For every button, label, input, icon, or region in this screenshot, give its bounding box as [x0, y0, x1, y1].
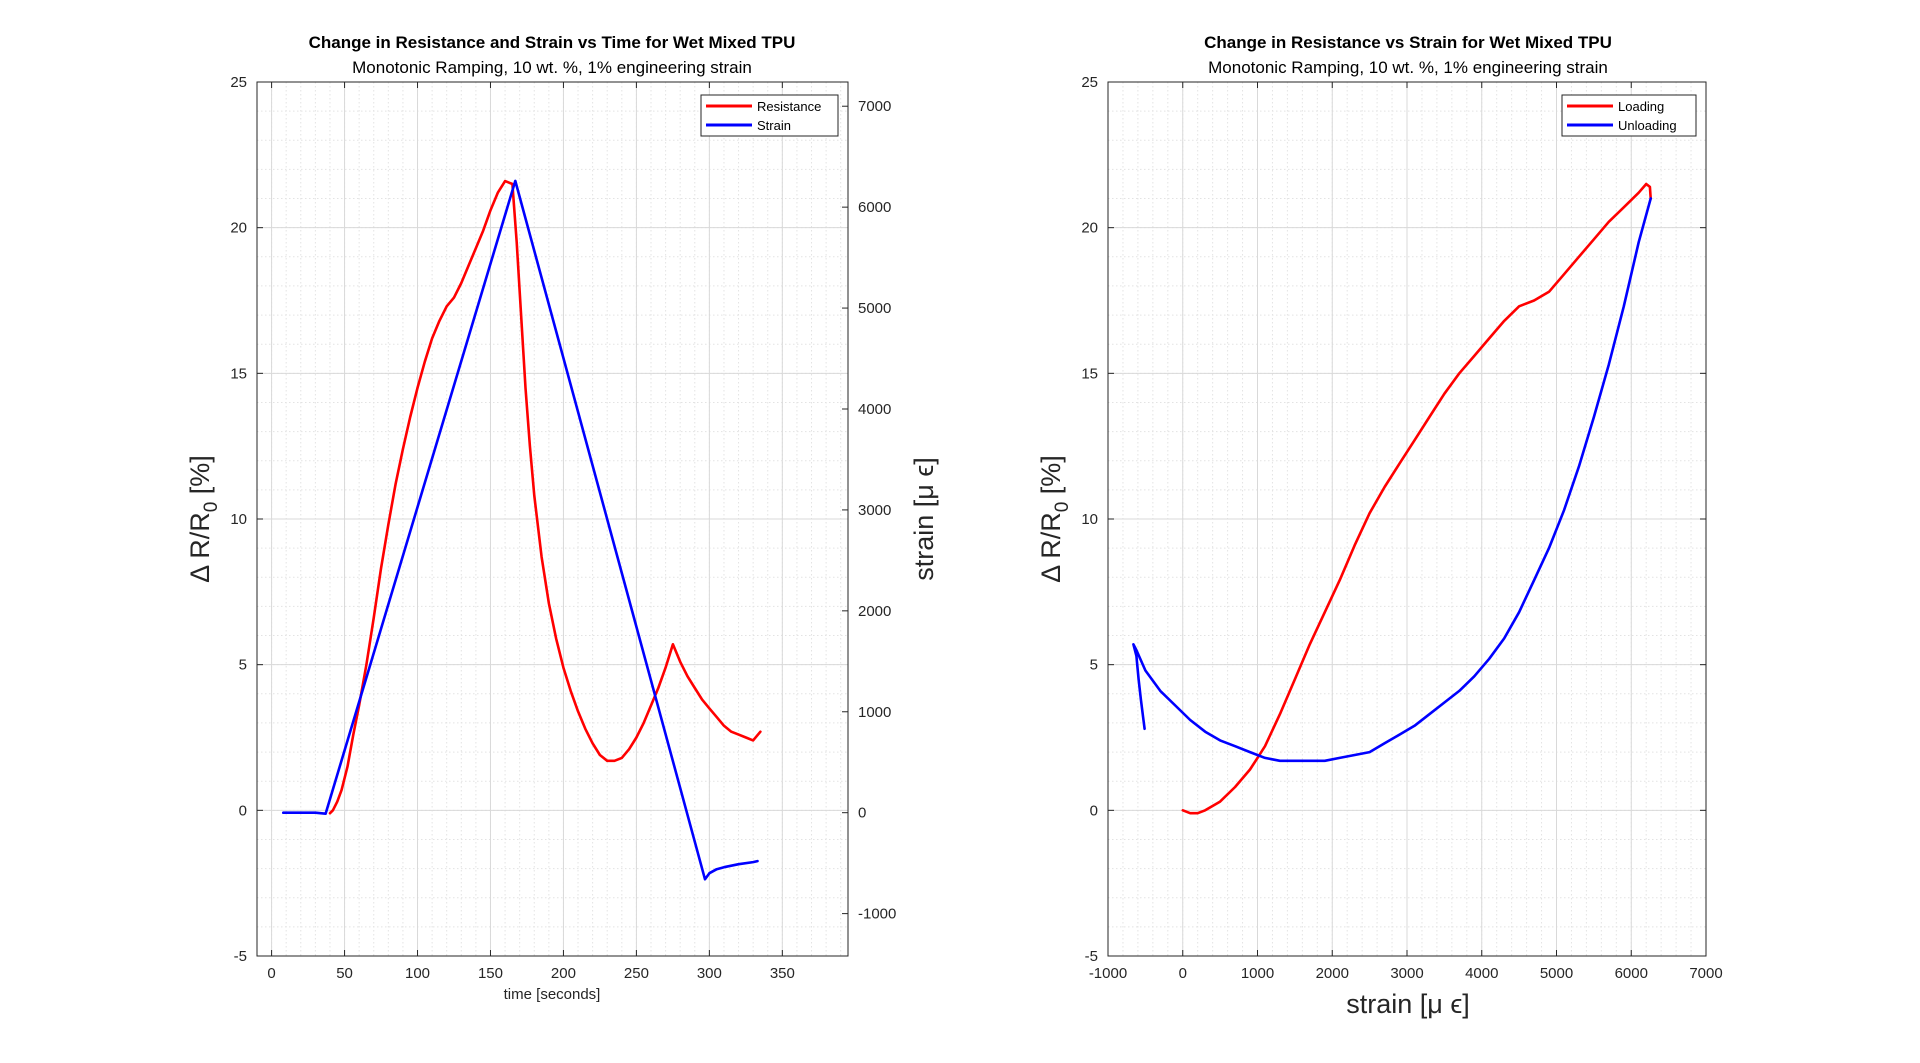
y2-tick-label: 0	[858, 805, 866, 822]
y-tick-label: 15	[230, 365, 247, 382]
axes-box	[1107, 81, 1707, 957]
y-tick-label: 5	[1090, 657, 1098, 674]
y2-axis-label: strain [μ ϵ]	[909, 457, 939, 581]
y2-tick-label: 3000	[858, 502, 891, 519]
x-tick-label: 2000	[1316, 965, 1349, 982]
y-tick-label: 0	[1090, 802, 1098, 819]
x-axis-label: strain [μ ϵ]	[1346, 989, 1470, 1019]
grid	[256, 81, 848, 957]
y-axis-label: Δ R/R0 [%]	[185, 455, 222, 583]
y-tick-label: 15	[1081, 365, 1098, 382]
tick-marks	[257, 81, 848, 957]
y-axis-label-main: Δ R/R	[1036, 512, 1066, 583]
series-line-resistance	[328, 179, 762, 815]
data-lines	[1132, 182, 1652, 815]
chart-subtitle: Monotonic Ramping, 10 wt. %, 1% engineer…	[1208, 58, 1608, 77]
y-tick-label: 5	[239, 657, 247, 674]
tick-labels: 0 50 100 150 200 250 300 350 -5 0 5 10 15 20 25 -1000 0 1…	[230, 74, 896, 982]
y-tick-label: 25	[1081, 74, 1098, 91]
x-tick-label: 6000	[1615, 965, 1648, 982]
x-tick-label: 7000	[1689, 965, 1722, 982]
y2-tick-label: 7000	[858, 98, 891, 115]
y-axis-label-tail: [%]	[1036, 455, 1066, 502]
x-tick-label: 250	[624, 965, 649, 982]
y2-tick-label: -1000	[858, 906, 896, 923]
x-tick-label: 5000	[1540, 965, 1573, 982]
y-tick-label: 10	[1081, 511, 1098, 528]
y-axis-label-main: Δ R/R	[185, 512, 215, 583]
y2-tick-label: 5000	[858, 300, 891, 317]
x-tick-label: 3000	[1390, 965, 1423, 982]
y-axis-label-subscript: 0	[1052, 502, 1073, 513]
x-tick-label: 50	[336, 965, 353, 982]
series-line-unloading	[1132, 197, 1652, 763]
y-tick-label: -5	[1085, 948, 1098, 965]
legend: Resistance Strain	[700, 94, 839, 137]
x-tick-label: 100	[405, 965, 430, 982]
x-tick-label: 0	[267, 965, 275, 982]
y2-tick-label: 1000	[858, 704, 891, 721]
legend: Loading Unloading	[1561, 94, 1697, 137]
legend-box	[700, 94, 839, 137]
series-line-loading	[1181, 182, 1652, 815]
y-tick-label: 10	[230, 511, 247, 528]
x-tick-label: 350	[770, 965, 795, 982]
chart-resistance-strain-vs-time: 0 50 100 150 200 250 300 350 -5 0 5 10 15 20 25 -1000 0 1…	[185, 33, 939, 1003]
chart-title: Change in Resistance and Strain vs Time …	[309, 33, 796, 52]
x-axis-label: time [seconds]	[504, 986, 601, 1003]
axes-box	[256, 81, 849, 957]
chart-title: Change in Resistance vs Strain for Wet M…	[1204, 33, 1612, 52]
x-tick-label: 0	[1179, 965, 1187, 982]
legend-label-strain: Strain	[757, 118, 791, 133]
x-tick-label: 4000	[1465, 965, 1498, 982]
y-tick-label: 20	[1081, 220, 1098, 237]
y-axis-label-tail: [%]	[185, 455, 215, 502]
series-line-strain	[281, 179, 759, 881]
y-axis-label: Δ R/R0 [%]	[1036, 455, 1073, 583]
legend-label-resistance: Resistance	[757, 99, 821, 114]
y2-tick-label: 6000	[858, 199, 891, 216]
x-tick-label: -1000	[1089, 965, 1127, 982]
y2-tick-label: 2000	[858, 603, 891, 620]
y-tick-label: -5	[234, 948, 247, 965]
chart-subtitle: Monotonic Ramping, 10 wt. %, 1% engineer…	[352, 58, 752, 77]
chart-resistance-vs-strain: -1000 0 1000 2000 3000 4000 5000 6000 7000 -5 0 5 10…	[1036, 33, 1723, 1019]
legend-label-unloading: Unloading	[1618, 118, 1677, 133]
y-tick-label: 25	[230, 74, 247, 91]
y-tick-label: 0	[239, 802, 247, 819]
y-axis-label-subscript: 0	[201, 502, 222, 513]
y-tick-label: 20	[230, 220, 247, 237]
grid	[1107, 81, 1707, 957]
data-lines	[281, 179, 762, 881]
tick-labels: -1000 0 1000 2000 3000 4000 5000 6000 7000 -5 0 5 10…	[1081, 74, 1722, 982]
x-tick-label: 200	[551, 965, 576, 982]
x-tick-label: 1000	[1241, 965, 1274, 982]
y2-tick-label: 4000	[858, 401, 891, 418]
x-tick-label: 300	[697, 965, 722, 982]
legend-box	[1561, 94, 1697, 137]
legend-label-loading: Loading	[1618, 99, 1664, 114]
x-tick-label: 150	[478, 965, 503, 982]
